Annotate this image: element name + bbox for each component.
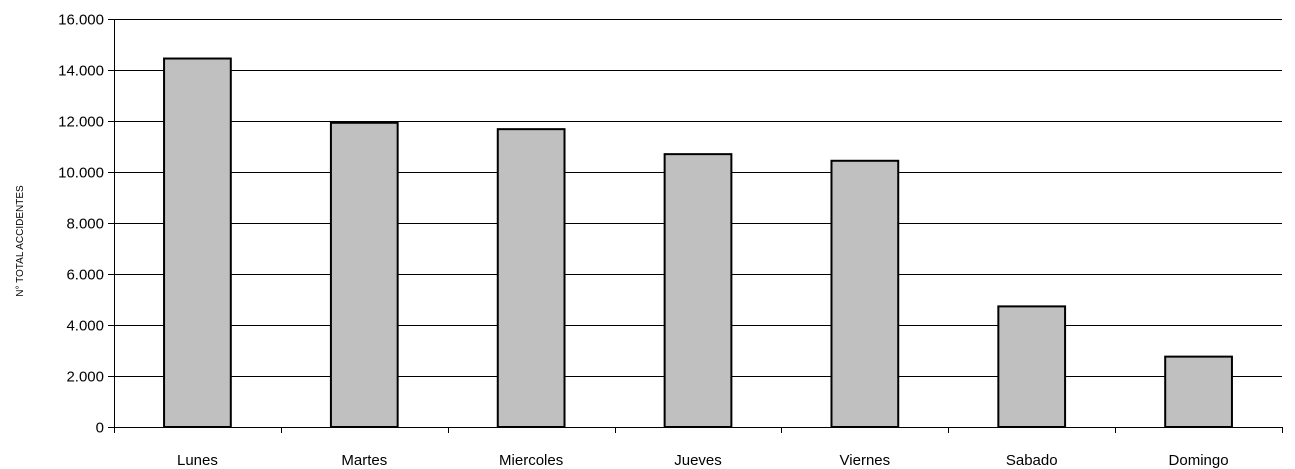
x-tick-label: Viernes — [840, 452, 891, 469]
y-tick-label: 14.000 — [58, 63, 104, 80]
axes — [108, 19, 1283, 433]
x-tick-label: Miercoles — [499, 452, 563, 469]
y-tick-label: 16.000 — [58, 12, 104, 29]
bar-viernes — [830, 159, 900, 428]
bar-sabado — [997, 305, 1067, 429]
bar-martes — [329, 121, 399, 428]
y-axis-title: N° TOTAL ACCIDENTES — [15, 185, 26, 297]
y-tick-label: 10.000 — [58, 165, 104, 182]
labels: 0 2.000 4.000 6.000 8.000 10.000 12.000 14.000 1… — [58, 12, 1228, 469]
bar-domingo — [1164, 355, 1233, 428]
y-tick-label: 4.000 — [66, 318, 104, 335]
x-tick-label: Jueves — [674, 452, 722, 469]
y-tick-label: 2.000 — [66, 369, 104, 386]
bar-miercoles — [496, 128, 566, 428]
x-tick-label: Martes — [341, 452, 387, 469]
bar-jueves — [663, 153, 733, 428]
x-tick-label: Sabado — [1006, 452, 1058, 469]
x-tick-label: Lunes — [177, 452, 218, 469]
y-tick-label: 6.000 — [66, 267, 104, 284]
bars — [163, 57, 1233, 429]
x-tick-label: Domingo — [1169, 452, 1229, 469]
y-tick-label: 8.000 — [66, 216, 104, 233]
y-tick-label: 12.000 — [58, 114, 104, 131]
y-tick-label: 0 — [96, 420, 104, 437]
bar-lunes — [163, 57, 232, 429]
